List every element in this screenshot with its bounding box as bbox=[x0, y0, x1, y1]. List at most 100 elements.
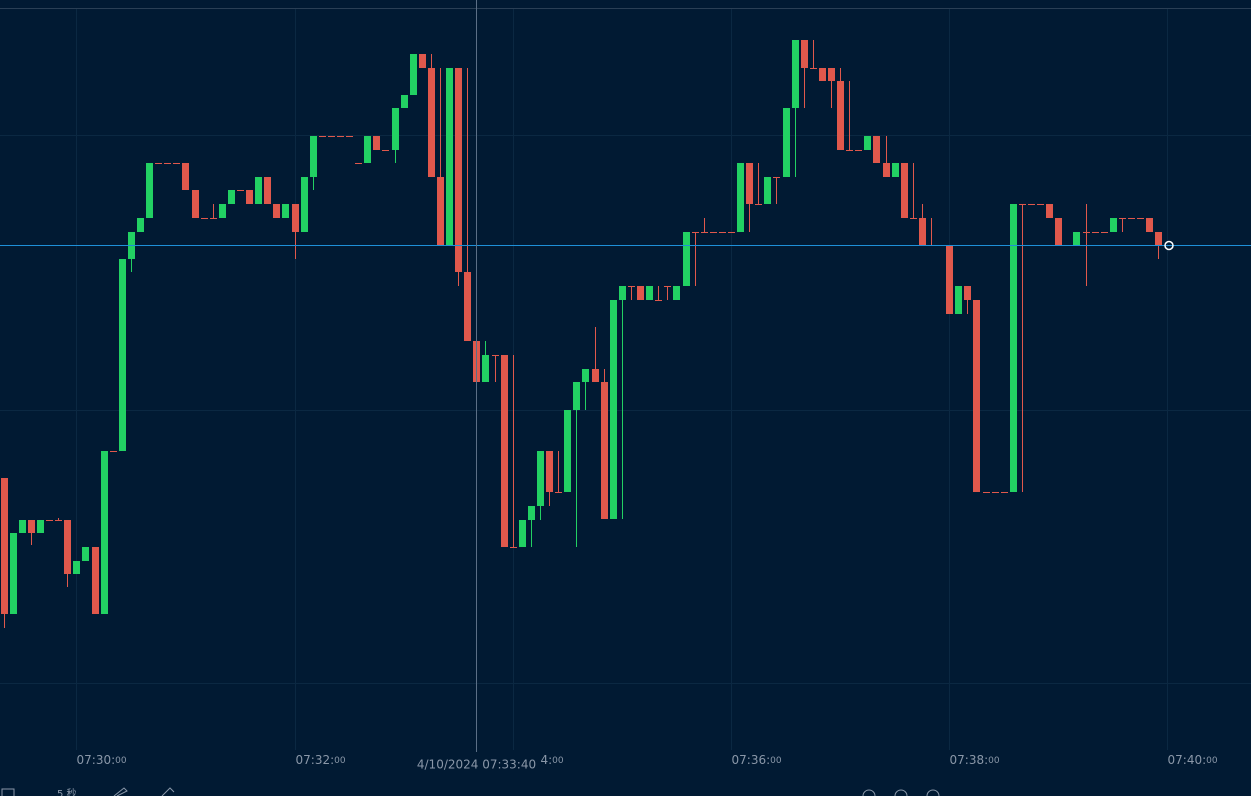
candle-body bbox=[728, 232, 735, 233]
candle-body bbox=[810, 68, 817, 69]
x-tick-label: 07:36:00 bbox=[732, 753, 782, 767]
candle-body bbox=[155, 163, 162, 164]
candle-body bbox=[737, 163, 744, 232]
candle-body bbox=[910, 218, 917, 219]
candle-body bbox=[428, 68, 435, 177]
candle-body bbox=[610, 300, 617, 519]
candle-body bbox=[73, 561, 80, 574]
candle-body bbox=[319, 136, 326, 137]
candle-body bbox=[1128, 218, 1135, 219]
candle-body bbox=[410, 54, 417, 95]
candle-body bbox=[1055, 218, 1062, 245]
toolbar: 5 秒 bbox=[1, 787, 940, 796]
candle-body bbox=[364, 136, 371, 163]
candle-body bbox=[664, 286, 671, 287]
candle-body bbox=[992, 492, 999, 493]
interval[interactable]: 5 秒 bbox=[57, 787, 77, 796]
candle-body bbox=[310, 136, 317, 177]
candle-body bbox=[173, 163, 180, 164]
candle-body bbox=[755, 204, 762, 205]
candle-body bbox=[601, 382, 608, 519]
candle-body bbox=[137, 218, 144, 232]
candle-body bbox=[792, 40, 799, 108]
zoom-in[interactable] bbox=[926, 789, 940, 796]
candle-body bbox=[110, 451, 117, 452]
candle-body bbox=[1155, 232, 1162, 245]
candle-body bbox=[210, 218, 217, 219]
reset-zoom[interactable] bbox=[894, 789, 908, 796]
candle-body bbox=[419, 54, 426, 68]
candle-body bbox=[628, 286, 635, 287]
candle-body bbox=[673, 286, 680, 300]
candle-body bbox=[892, 163, 899, 177]
candle-body bbox=[528, 506, 535, 520]
draw-icon[interactable] bbox=[113, 787, 128, 796]
candle-body bbox=[101, 451, 108, 614]
candle-body bbox=[1, 478, 8, 614]
candle-body bbox=[401, 95, 408, 108]
candle-body bbox=[37, 520, 44, 533]
candle-body bbox=[1092, 232, 1099, 233]
candle-body bbox=[746, 163, 753, 204]
candle-body bbox=[273, 204, 280, 218]
candle-body bbox=[292, 204, 299, 232]
x-tick-label: 07:38:00 bbox=[950, 753, 1000, 767]
candle-body bbox=[264, 177, 271, 204]
candle-body bbox=[437, 177, 444, 245]
x-tick-label: 07:30:00 bbox=[77, 753, 127, 767]
candle-body bbox=[382, 150, 389, 151]
candle-body bbox=[328, 136, 335, 137]
candle-body bbox=[964, 286, 971, 300]
candle-body bbox=[519, 520, 526, 547]
candle-body bbox=[201, 218, 208, 219]
candle-body bbox=[482, 355, 489, 382]
candle-body bbox=[55, 520, 62, 521]
candle-body bbox=[282, 204, 289, 218]
candle-body bbox=[392, 108, 399, 150]
candle-body bbox=[182, 163, 189, 190]
candle-body bbox=[819, 68, 826, 81]
candle-body bbox=[64, 520, 71, 574]
candle-body bbox=[837, 81, 844, 150]
candle-body bbox=[1146, 218, 1153, 232]
candle-body bbox=[355, 163, 362, 164]
candle-body bbox=[573, 382, 580, 410]
candle-body bbox=[537, 451, 544, 506]
bars-icon[interactable] bbox=[1, 788, 15, 796]
candle-body bbox=[710, 232, 717, 233]
candle-body bbox=[46, 520, 53, 521]
candle-body bbox=[1019, 204, 1026, 205]
candle-body bbox=[983, 492, 990, 493]
candle-body bbox=[683, 232, 690, 286]
candle-body bbox=[555, 492, 562, 493]
candle-body bbox=[1010, 204, 1017, 492]
tool-icon[interactable] bbox=[161, 787, 175, 796]
zoom-out[interactable] bbox=[862, 789, 876, 796]
candle-body bbox=[346, 136, 353, 137]
candle-body bbox=[1073, 232, 1080, 245]
candle-body bbox=[901, 163, 908, 218]
candle-body bbox=[501, 355, 508, 547]
candle-body bbox=[1119, 218, 1126, 219]
candle-body bbox=[719, 232, 726, 233]
candle-body bbox=[646, 286, 653, 300]
candle-body bbox=[82, 547, 89, 561]
horizontal-grid bbox=[0, 135, 1251, 684]
candle-body bbox=[855, 150, 862, 151]
crosshair-label-box bbox=[412, 752, 541, 776]
candle-body bbox=[1110, 218, 1117, 232]
candle-body bbox=[1137, 218, 1144, 219]
candle-body bbox=[1037, 204, 1044, 205]
candle-body bbox=[864, 136, 871, 150]
candle-body bbox=[955, 286, 962, 314]
candle-body bbox=[1001, 492, 1008, 493]
candle-body bbox=[873, 136, 880, 163]
candle-body bbox=[592, 369, 599, 382]
candle-body bbox=[255, 177, 262, 204]
candle-body bbox=[582, 369, 589, 382]
candle-body bbox=[301, 177, 308, 232]
candle-body bbox=[1101, 232, 1108, 233]
cursor bbox=[1164, 240, 1174, 251]
